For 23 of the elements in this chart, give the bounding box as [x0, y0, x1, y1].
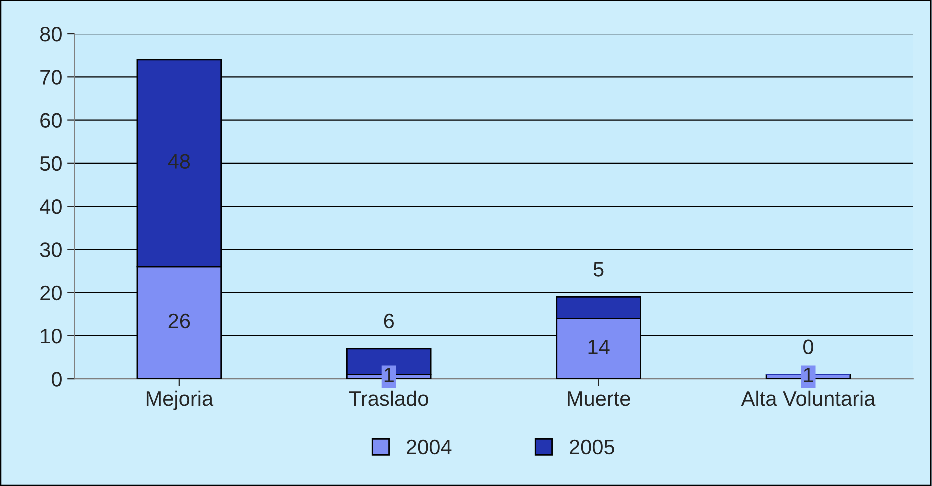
legend-label: 2005: [570, 440, 614, 455]
y-tick-label: 70: [40, 70, 62, 85]
y-tick-label: 80: [40, 27, 62, 42]
data-label: 1: [384, 368, 394, 382]
x-tick-label: Traslado: [349, 390, 428, 406]
legend-label: 2004: [407, 440, 452, 455]
x-tick-label: Muerte: [568, 392, 630, 406]
y-tick-label: 20: [40, 286, 62, 301]
data-label: 1: [804, 368, 814, 382]
data-label: 48: [168, 154, 190, 170]
data-label: 6: [384, 314, 394, 329]
y-tick-label: 0: [52, 372, 62, 387]
data-label: 14: [588, 340, 610, 354]
data-label: 26: [168, 314, 190, 329]
x-tick-label: Alta Voluntaria: [741, 390, 876, 406]
y-tick-label: 30: [40, 242, 62, 258]
x-tick-label: Mejoria: [146, 390, 214, 410]
y-tick-label: 50: [40, 156, 62, 172]
y-tick-label: 60: [40, 113, 62, 128]
data-label: 5: [594, 262, 604, 277]
y-tick-label: 40: [40, 200, 62, 214]
y-tick-label: 10: [41, 328, 62, 344]
data-label: 0: [804, 340, 814, 354]
